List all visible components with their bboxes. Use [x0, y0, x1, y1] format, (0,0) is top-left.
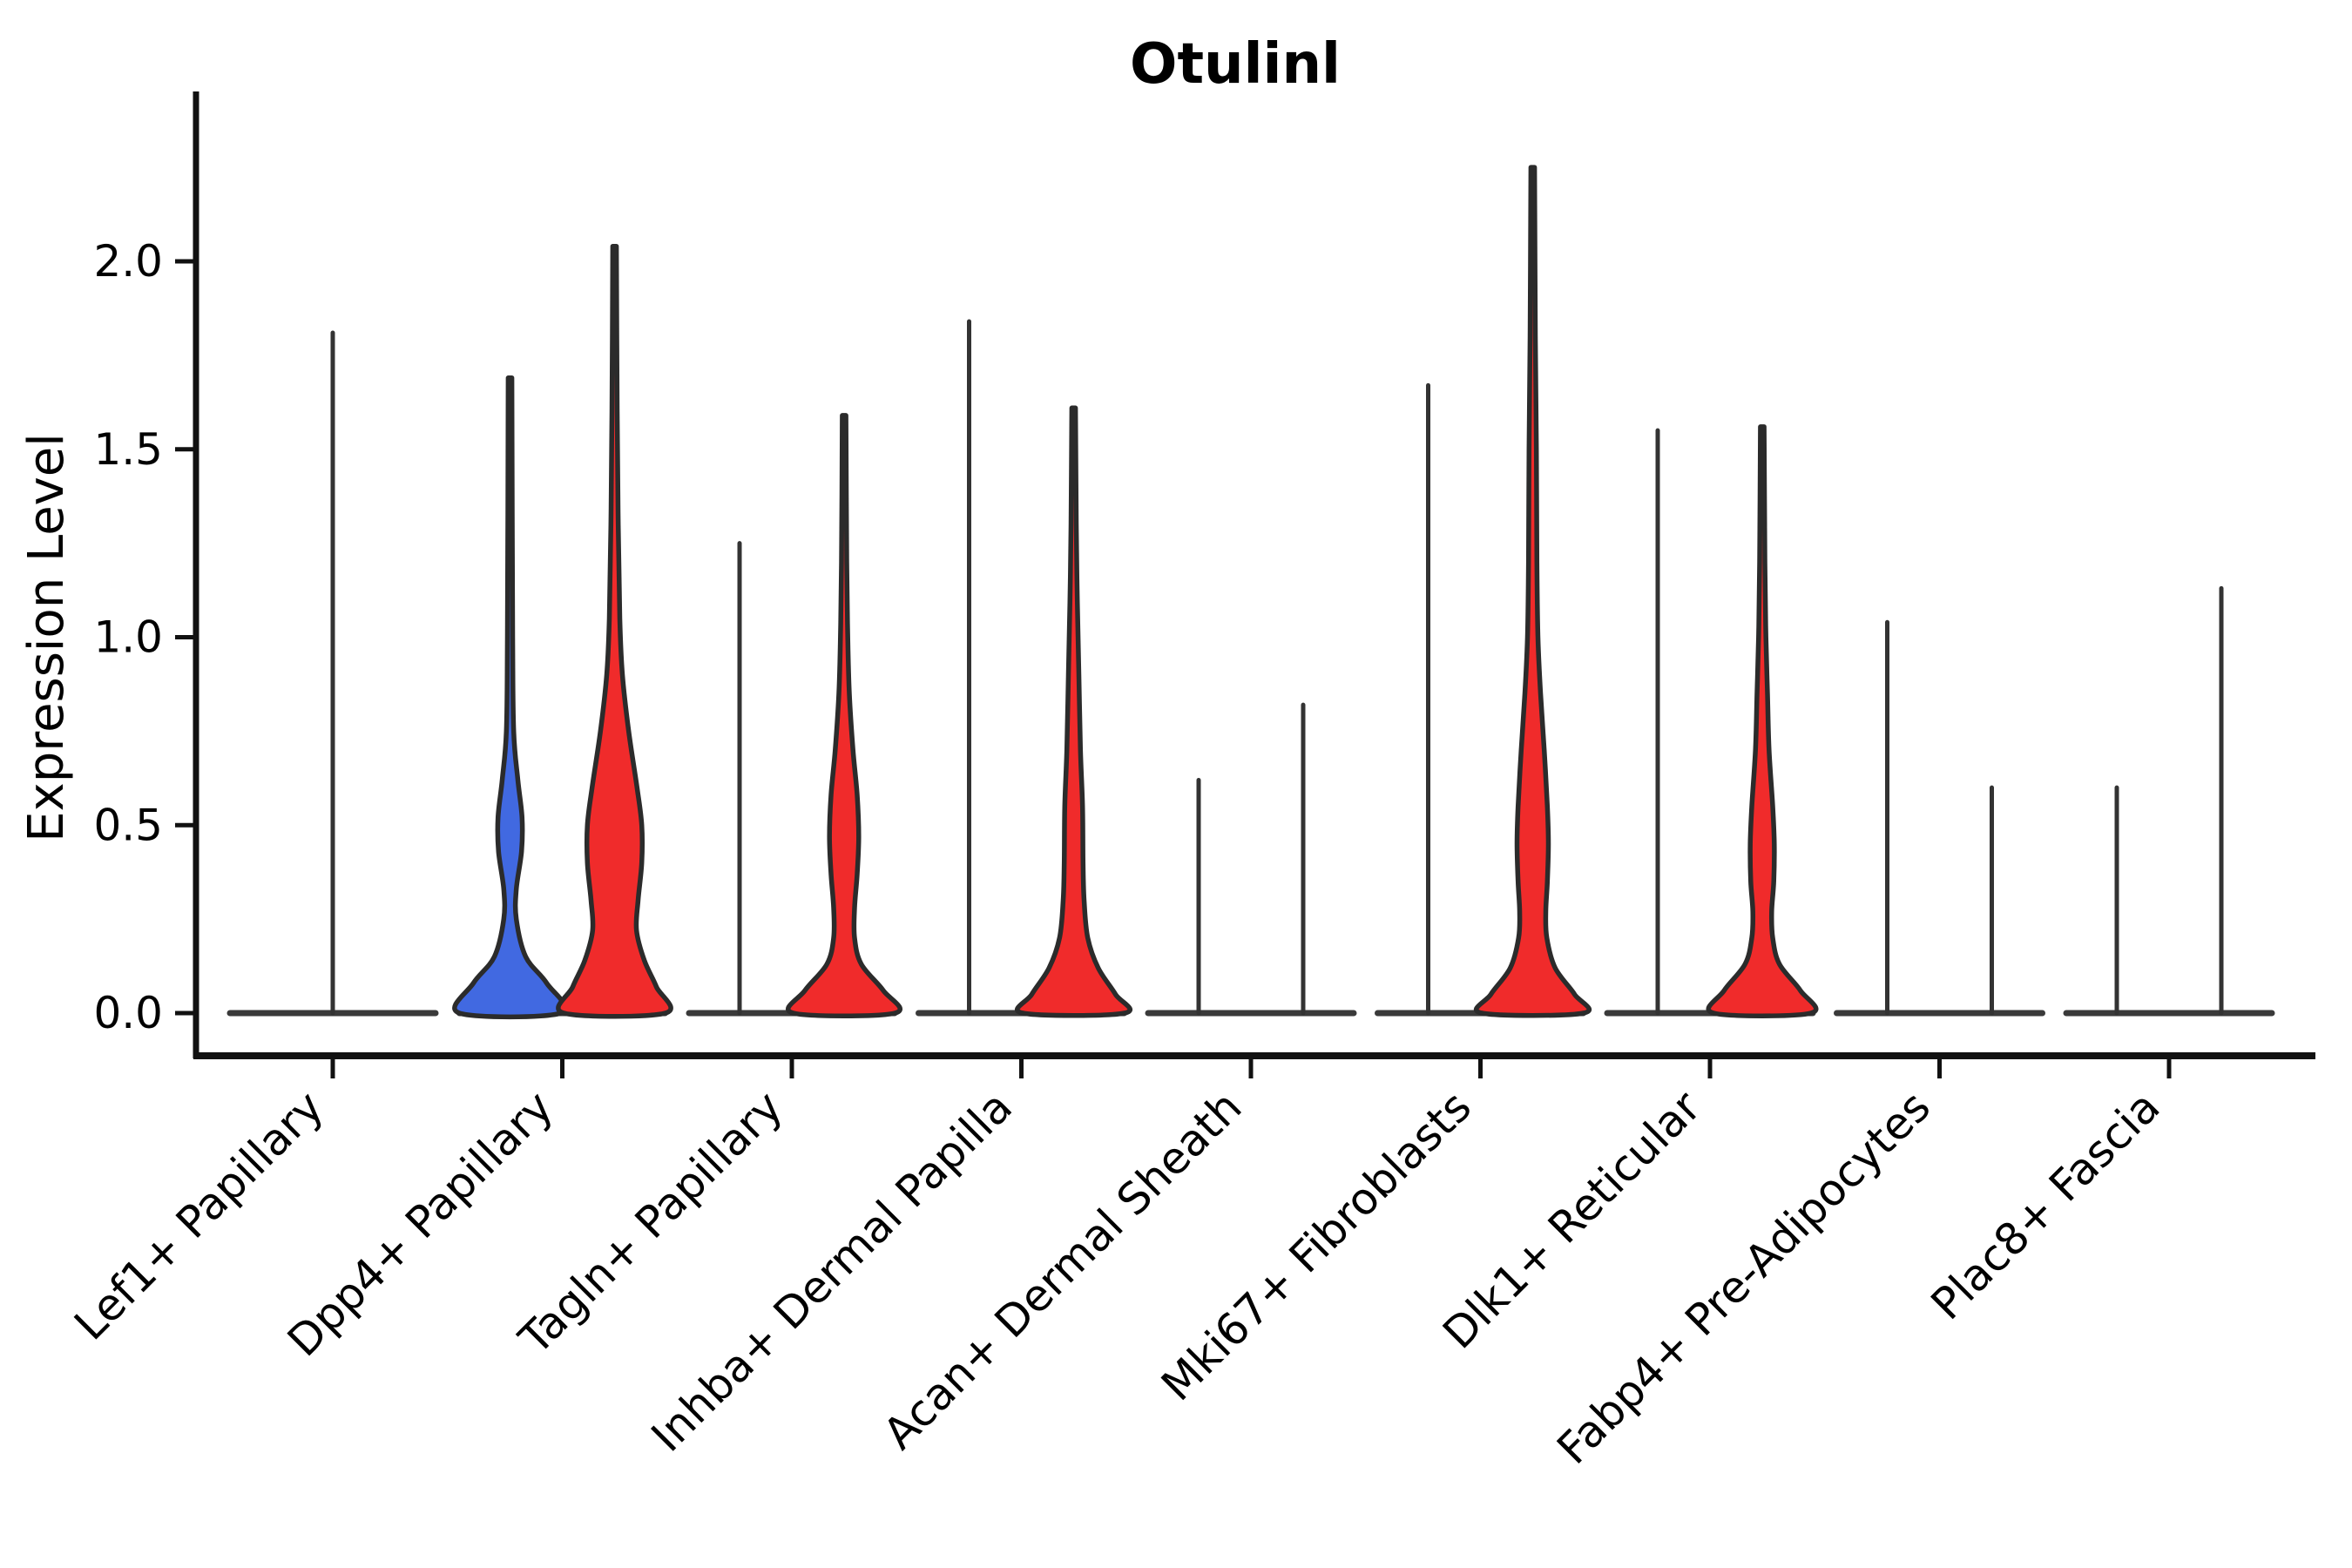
violin-body-red — [1706, 424, 1819, 1018]
x-category-label: Lef1+ Papillary — [64, 1081, 333, 1349]
violin-body-red — [1014, 405, 1133, 1018]
violin-body-red — [556, 243, 673, 1019]
violin-body-red — [1473, 165, 1592, 1018]
plot-title: Otulinl — [1130, 32, 1341, 97]
x-category-label: Fabp4+ Pre-Adipocytes — [1547, 1081, 1940, 1474]
y-tick-label: 2.0 — [93, 236, 163, 287]
y-axis-label: Expression Level — [18, 433, 75, 842]
y-tick-label: 0.5 — [93, 800, 163, 850]
y-tick-label: 1.5 — [93, 424, 163, 475]
y-tick-label: 0.0 — [93, 988, 163, 1038]
violin-body-blue — [452, 375, 568, 1020]
x-category-label: Plac8+ Fascia — [1922, 1081, 2170, 1329]
y-tick-label: 1.0 — [93, 612, 163, 663]
violin-body-red — [785, 413, 903, 1018]
